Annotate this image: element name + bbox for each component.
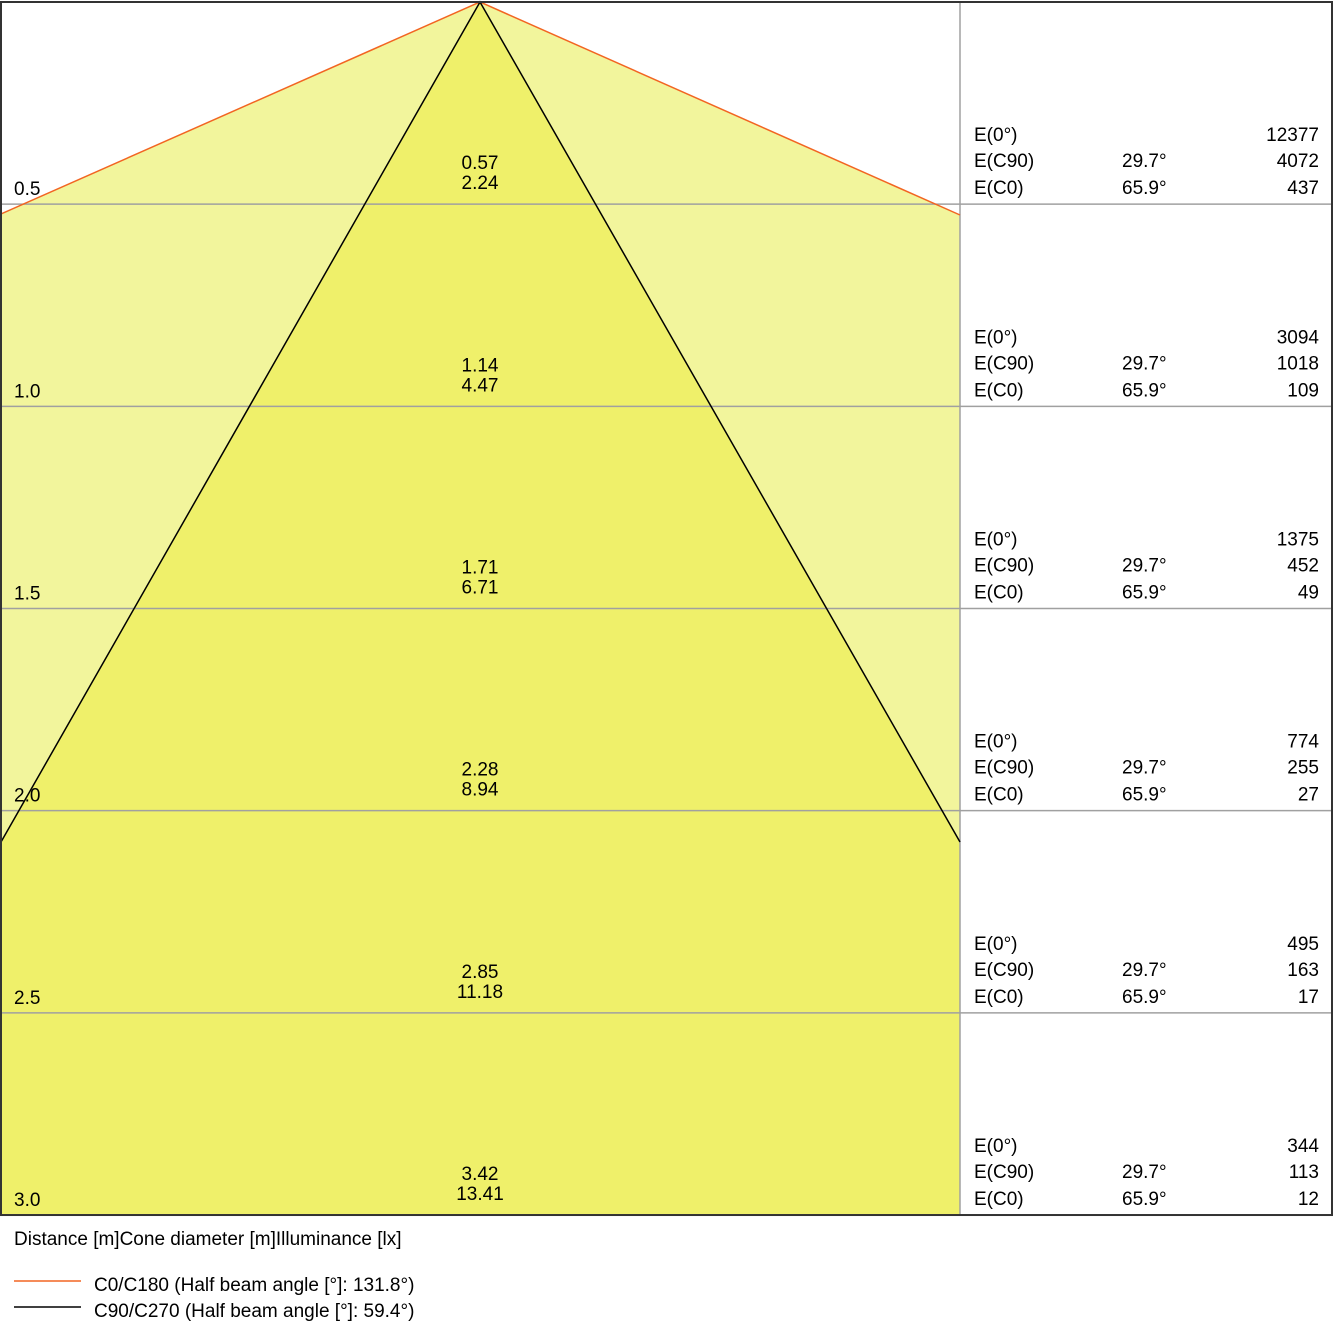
e0-value: 774 bbox=[1287, 732, 1319, 753]
distance-label: 1.0 bbox=[14, 381, 40, 402]
ec90-angle: 29.7° bbox=[1122, 1162, 1167, 1183]
cone-diameter-label: 6.71 bbox=[462, 578, 499, 599]
ec0-value: 27 bbox=[1298, 785, 1319, 806]
e0-label: E(0°) bbox=[974, 125, 1018, 146]
ec0-value: 109 bbox=[1287, 380, 1319, 401]
ec0-angle: 65.9° bbox=[1122, 987, 1167, 1008]
ec0-label: E(C0) bbox=[974, 583, 1024, 604]
ec0-value: 437 bbox=[1287, 178, 1319, 199]
e0-value: 344 bbox=[1287, 1136, 1319, 1157]
cone-radius-label: 1.14 bbox=[462, 355, 499, 376]
distance-label: 2.5 bbox=[14, 988, 40, 1009]
ec90-label: E(C90) bbox=[974, 960, 1034, 981]
cone-diameter-label: 4.47 bbox=[462, 375, 499, 396]
ec90-value: 4072 bbox=[1277, 151, 1319, 172]
ec0-label: E(C0) bbox=[974, 178, 1024, 199]
ec90-label: E(C90) bbox=[974, 151, 1034, 172]
ec90-label: E(C90) bbox=[974, 758, 1034, 779]
cone-diameter-label: 11.18 bbox=[457, 982, 503, 1003]
distance-label: 0.5 bbox=[14, 179, 40, 200]
ec90-angle: 29.7° bbox=[1122, 353, 1167, 374]
e0-label: E(0°) bbox=[974, 934, 1018, 955]
ec0-angle: 65.9° bbox=[1122, 785, 1167, 806]
cone-radius-label: 2.85 bbox=[462, 962, 499, 983]
ec90-value: 1018 bbox=[1277, 353, 1319, 374]
cone-diameter-label: 13.41 bbox=[456, 1184, 504, 1205]
e0-label: E(0°) bbox=[974, 732, 1018, 753]
e0-value: 3094 bbox=[1277, 327, 1320, 348]
ec90-label: E(C90) bbox=[974, 1162, 1034, 1183]
ec90-label: E(C90) bbox=[974, 353, 1034, 374]
cone-diameter-label: 8.94 bbox=[462, 780, 499, 801]
ec90-value: 163 bbox=[1287, 960, 1319, 981]
ec90-angle: 29.7° bbox=[1122, 960, 1167, 981]
ec0-label: E(C0) bbox=[974, 380, 1024, 401]
ec0-label: E(C0) bbox=[974, 1189, 1024, 1210]
e0-value: 495 bbox=[1287, 934, 1319, 955]
ec90-value: 255 bbox=[1287, 758, 1319, 779]
ec0-angle: 65.9° bbox=[1122, 583, 1167, 604]
ec0-angle: 65.9° bbox=[1122, 380, 1167, 401]
ec0-value: 49 bbox=[1298, 583, 1319, 604]
cone-radius-label: 3.42 bbox=[462, 1164, 499, 1185]
cone-radius-label: 0.57 bbox=[462, 153, 499, 174]
e0-label: E(0°) bbox=[974, 1136, 1018, 1157]
cone-diameter-label: 2.24 bbox=[462, 173, 499, 194]
e0-value: 1375 bbox=[1277, 530, 1319, 551]
distance-label: 2.0 bbox=[14, 786, 40, 807]
ec0-angle: 65.9° bbox=[1122, 1189, 1167, 1210]
e0-label: E(0°) bbox=[974, 530, 1018, 551]
distance-label: 3.0 bbox=[14, 1190, 40, 1211]
legend-label: C0/C180 (Half beam angle [°]: 131.8°) bbox=[94, 1275, 414, 1296]
ec0-value: 12 bbox=[1298, 1189, 1319, 1210]
chart-frame bbox=[0, 1, 1333, 1217]
ec90-label: E(C90) bbox=[974, 556, 1034, 577]
ec0-label: E(C0) bbox=[974, 785, 1024, 806]
ec0-angle: 65.9° bbox=[1122, 178, 1167, 199]
e0-label: E(0°) bbox=[974, 327, 1018, 348]
ec90-angle: 29.7° bbox=[1122, 556, 1167, 577]
axis-caption: Distance [m]Cone diameter [m]Illuminance… bbox=[14, 1229, 402, 1250]
ec90-value: 113 bbox=[1289, 1162, 1319, 1183]
ec90-angle: 29.7° bbox=[1122, 758, 1167, 779]
cone-radius-label: 2.28 bbox=[462, 760, 499, 781]
ec0-label: E(C0) bbox=[974, 987, 1024, 1008]
ec90-value: 452 bbox=[1287, 556, 1319, 577]
cone-radius-label: 1.71 bbox=[462, 558, 499, 579]
ec0-value: 17 bbox=[1298, 987, 1319, 1008]
e0-value: 12377 bbox=[1266, 125, 1319, 146]
ec90-angle: 29.7° bbox=[1122, 151, 1167, 172]
distance-label: 1.5 bbox=[14, 584, 40, 605]
legend-label: C90/C270 (Half beam angle [°]: 59.4°) bbox=[94, 1301, 414, 1322]
